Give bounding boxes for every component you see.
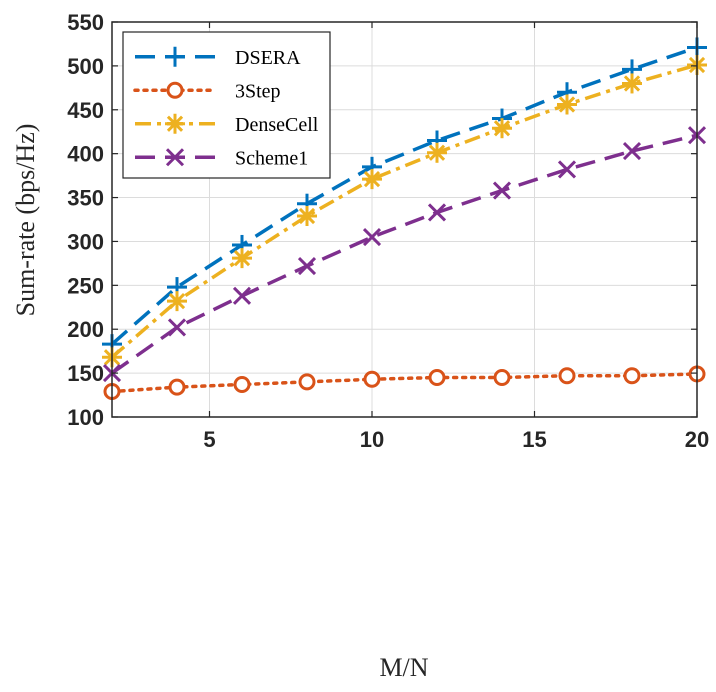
- x-tick-label: 5: [203, 427, 215, 452]
- series-scheme1: [102, 126, 707, 383]
- data-point-marker: [297, 256, 317, 276]
- data-point-marker: [167, 291, 187, 312]
- x-axis-label: M/N: [379, 653, 428, 682]
- series-line: [110, 45, 698, 346]
- y-tick-label: 100: [67, 405, 104, 430]
- data-point-marker: [622, 73, 642, 94]
- data-point-marker: [233, 376, 251, 394]
- data-point-marker: [428, 369, 446, 386]
- legend-item: Scheme1: [135, 147, 308, 169]
- data-point-marker: [362, 169, 382, 190]
- data-point-marker: [557, 160, 577, 179]
- legend-box: [122, 31, 331, 179]
- legend-item: 3Step: [133, 80, 281, 102]
- data-point-marker: [165, 113, 185, 134]
- data-point-marker: [427, 142, 447, 163]
- y-tick-label: 300: [67, 229, 104, 254]
- series-line: [110, 63, 698, 359]
- data-point-marker: [622, 141, 642, 161]
- legend-label: DenseCell: [235, 114, 319, 136]
- data-point-marker: [167, 318, 187, 337]
- x-tick-label: 10: [360, 427, 384, 452]
- data-point-marker: [427, 203, 447, 222]
- data-point-marker: [165, 46, 185, 67]
- data-point-marker: [168, 378, 186, 396]
- legend-label: Scheme1: [235, 147, 308, 169]
- y-tick-label: 550: [67, 10, 104, 35]
- data-point-marker: [363, 370, 381, 388]
- ticks: 5 10 15 20 100 150 200 250 300 350 400 450 500 550: [67, 10, 709, 452]
- data-point-marker: [298, 373, 316, 391]
- data-point-marker: [165, 148, 185, 167]
- data-point-marker: [558, 367, 576, 385]
- y-tick-label: 350: [67, 186, 104, 211]
- series-line: [110, 372, 699, 394]
- data-point-marker: [362, 227, 382, 247]
- legend: DSERA 3Step DenseCell Scheme1: [122, 31, 331, 179]
- data-point-marker: [492, 118, 512, 139]
- legend-item: DenseCell: [135, 113, 319, 136]
- axis-labels: M/N Sum-rate (bps/Hz): [11, 124, 429, 682]
- data-point-marker: [493, 369, 511, 386]
- y-tick-label: 250: [67, 273, 104, 298]
- y-tick-label: 150: [67, 361, 104, 386]
- y-tick-label: 450: [67, 98, 104, 123]
- plot-frame: [111, 21, 698, 418]
- data-point-marker: [297, 205, 317, 226]
- legend-label: DSERA: [235, 47, 301, 69]
- y-tick-label: 400: [67, 142, 104, 167]
- y-tick-label: 500: [67, 54, 104, 79]
- grid: [112, 22, 698, 417]
- data-point-marker: [623, 367, 641, 385]
- x-tick-label: 15: [522, 427, 546, 452]
- data-point-marker: [557, 94, 577, 115]
- data-point-marker: [232, 286, 252, 305]
- y-axis-label: Sum-rate (bps/Hz): [11, 124, 40, 317]
- legend-label: 3Step: [235, 80, 281, 102]
- data-point-marker: [166, 81, 184, 99]
- data-point-marker: [232, 248, 252, 269]
- data-point-marker: [492, 181, 512, 200]
- legend-item: DSERA: [135, 46, 301, 69]
- x-tick-label: 20: [685, 427, 709, 452]
- y-tick-label: 200: [67, 317, 104, 342]
